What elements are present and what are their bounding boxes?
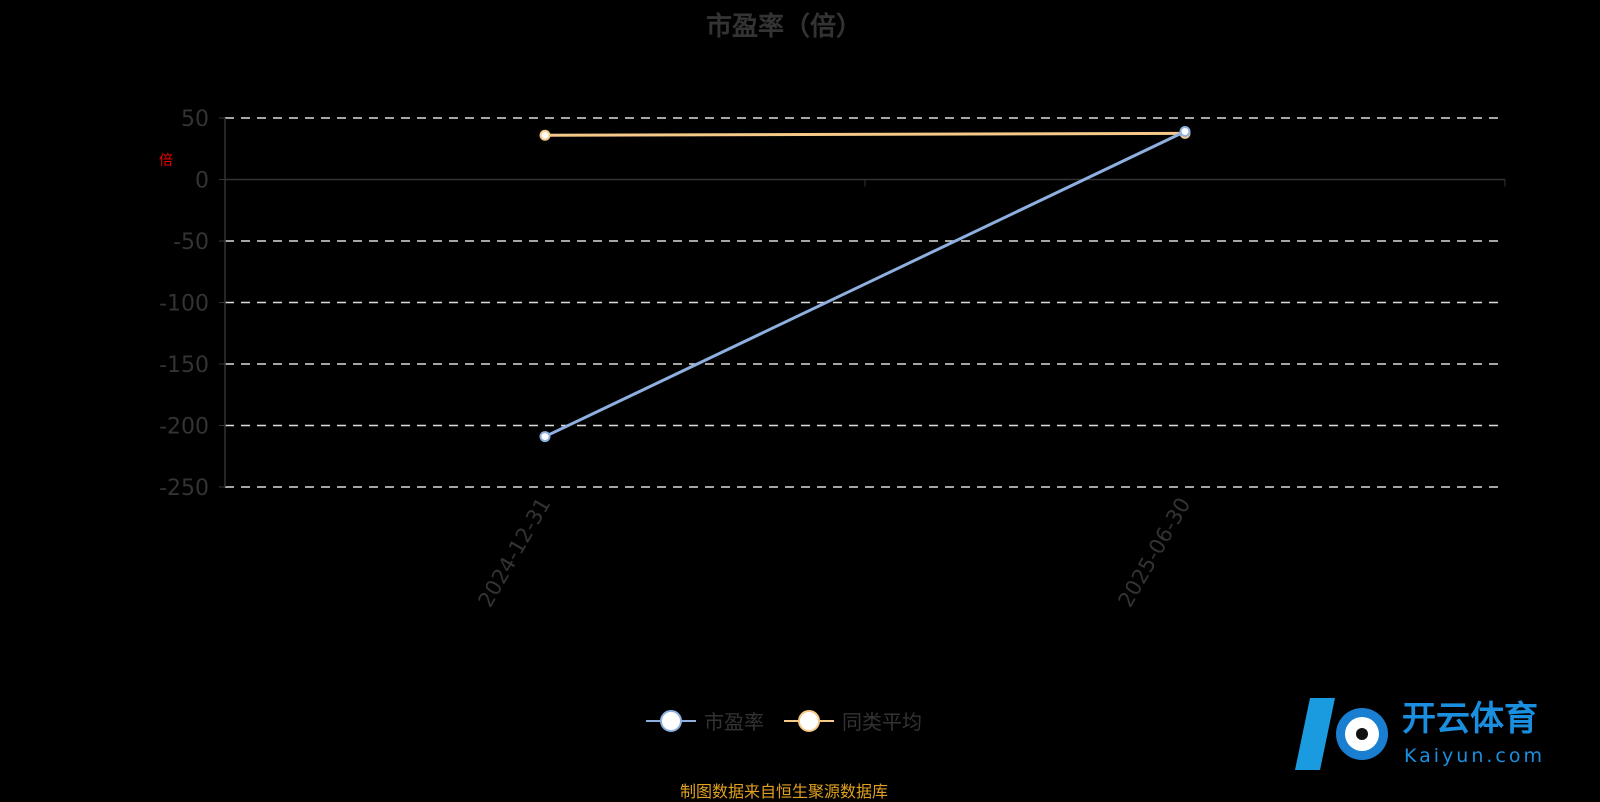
y-tick-label: -150: [159, 353, 209, 378]
kaiyun-logo: 开云体育 Kaiyun.com: [1295, 698, 1545, 770]
legend-label: 同类平均: [842, 710, 922, 734]
chart-title: 市盈率（倍）: [705, 12, 862, 42]
y-tick-label: -50: [173, 230, 209, 255]
series-line-0: [544, 130, 1186, 438]
y-tick-label: -250: [159, 476, 209, 501]
y-tick-label: 50: [181, 107, 209, 132]
data-point: [539, 129, 551, 141]
y-tick-label: -200: [159, 415, 209, 440]
legend-marker-icon: [784, 709, 834, 732]
y-tick-label: -100: [159, 292, 209, 317]
legend-marker-icon: [646, 709, 696, 732]
data-point: [1179, 126, 1191, 138]
line-chart: 50 0 -50 -100 -150 -200 -250 倍 2024-12-31 2025-06…: [159, 107, 1506, 612]
legend-item[interactable]: 同类平均: [784, 706, 922, 735]
data-source-note: 制图数据来自恒生聚源数据库: [679, 782, 888, 801]
legend-item[interactable]: 市盈率: [646, 706, 764, 735]
y-tick-label: 0: [195, 169, 209, 194]
x-tick-label: 2024-12-31: [474, 494, 556, 612]
watermark-text: 开云体育: [1402, 699, 1538, 739]
y-axis-label: 倍: [159, 153, 173, 169]
legend: 市盈率 同类平均: [0, 706, 1568, 735]
legend-label: 市盈率: [704, 710, 764, 734]
x-tick-label: 2025-06-30: [1114, 494, 1196, 612]
series-line-1: [544, 131, 1186, 137]
data-point: [539, 431, 551, 443]
watermark-sub: Kaiyun.com: [1404, 745, 1545, 767]
